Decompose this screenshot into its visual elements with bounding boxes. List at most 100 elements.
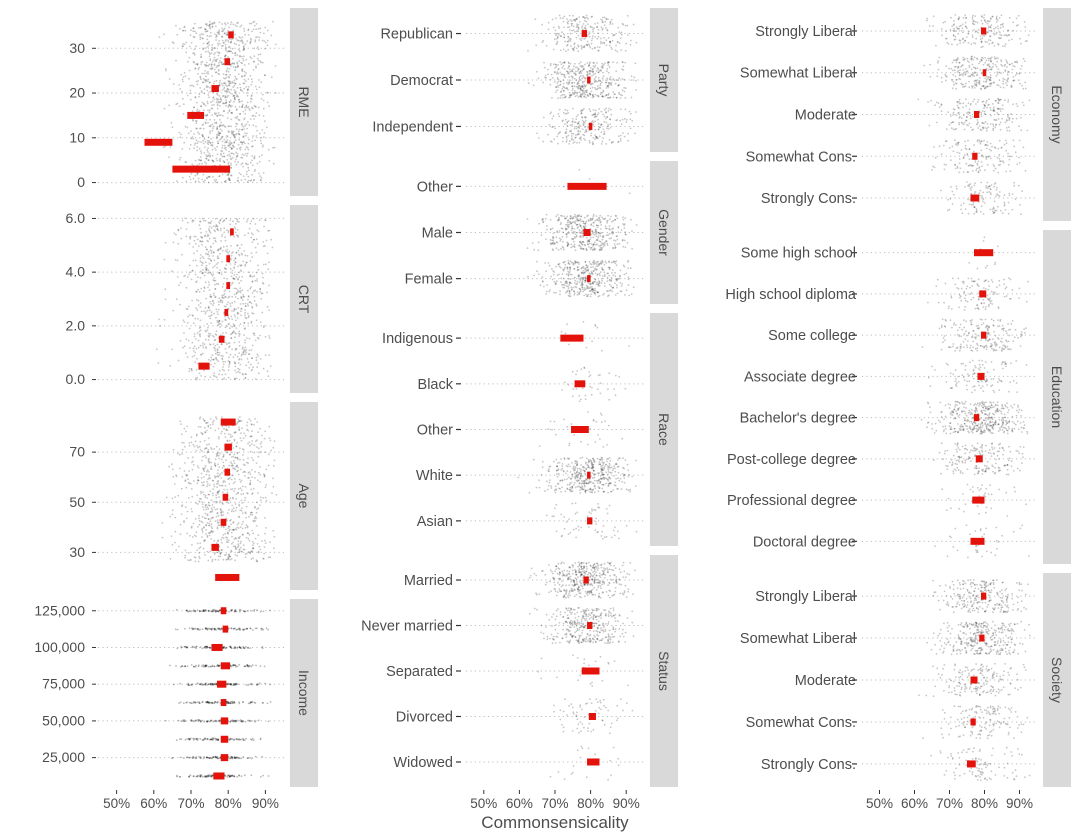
data-point [216, 153, 219, 156]
data-point [591, 141, 594, 144]
data-point [202, 346, 205, 349]
data-point [224, 775, 227, 778]
data-point [564, 118, 567, 121]
data-point [196, 542, 199, 545]
data-point [249, 552, 252, 555]
data-point [179, 701, 182, 704]
data-point [231, 504, 234, 507]
data-point [237, 719, 240, 722]
data-point [224, 341, 227, 344]
data-point [261, 311, 264, 314]
data-point [222, 28, 225, 31]
data-point [241, 36, 244, 39]
data-point [192, 35, 195, 38]
data-point [196, 172, 199, 175]
data-point [191, 757, 194, 759]
data-point [245, 72, 247, 74]
data-point [171, 126, 174, 129]
data-point [222, 42, 225, 44]
data-point [555, 32, 558, 35]
data-point [228, 362, 231, 365]
data-point [216, 125, 219, 128]
data-point [180, 720, 183, 723]
data-point [214, 333, 217, 336]
data-point [580, 86, 583, 89]
data-point [251, 307, 254, 309]
data-point [272, 446, 275, 449]
data-point [222, 283, 225, 285]
data-point [579, 65, 582, 67]
data-point [223, 377, 226, 380]
data-point [225, 101, 228, 104]
data-point [225, 84, 227, 86]
data-point [173, 232, 176, 235]
data-point [246, 155, 248, 157]
data-point [214, 429, 217, 432]
data-point [233, 79, 236, 82]
data-point [222, 221, 224, 223]
data-point [204, 121, 207, 124]
data-point [256, 291, 259, 293]
data-point [245, 134, 247, 137]
data-point [208, 140, 211, 142]
data-point [210, 448, 213, 450]
data-point [230, 162, 232, 165]
data-point [230, 462, 233, 465]
data-point [201, 244, 204, 246]
data-point [211, 107, 214, 110]
data-point [594, 80, 597, 83]
data-point [202, 47, 204, 50]
data-point [239, 112, 242, 115]
data-point [256, 280, 258, 282]
data-point [252, 68, 255, 71]
data-point [216, 127, 219, 130]
confidence-interval [187, 111, 205, 119]
data-point [246, 181, 249, 183]
data-point [186, 321, 189, 324]
data-point [250, 757, 253, 760]
data-point [605, 70, 608, 73]
data-point [208, 63, 211, 66]
x-tick-label: 70% [177, 796, 204, 811]
data-point [208, 109, 211, 111]
data-point [255, 66, 257, 69]
data-point [230, 21, 233, 24]
data-point [583, 96, 585, 98]
data-point [237, 39, 240, 42]
data-point [206, 38, 209, 41]
data-point [605, 39, 608, 42]
data-point [237, 492, 239, 494]
data-point [580, 39, 583, 42]
data-point [227, 323, 230, 326]
data-point [619, 269, 622, 272]
data-point [244, 475, 246, 477]
data-point [196, 64, 199, 66]
data-point [187, 683, 190, 686]
data-point [253, 20, 256, 23]
data-point [563, 33, 566, 36]
data-point [229, 558, 232, 561]
data-point [209, 231, 212, 234]
data-point [210, 144, 212, 147]
data-point [208, 775, 210, 778]
data-point [218, 59, 221, 62]
data-point [206, 42, 208, 45]
data-point [216, 31, 219, 34]
data-point [206, 720, 209, 722]
data-point [219, 138, 221, 141]
data-point [273, 146, 276, 149]
data-point [260, 292, 263, 295]
data-point [214, 265, 216, 267]
data-point [253, 295, 256, 298]
data-point [209, 132, 211, 135]
y-tick-label: 100,000 [34, 639, 85, 655]
data-point [259, 321, 262, 324]
data-point [576, 142, 578, 144]
data-point [211, 479, 214, 482]
data-point [562, 20, 565, 23]
data-point [201, 450, 203, 453]
data-point [197, 131, 199, 134]
data-point [230, 88, 233, 91]
data-point [204, 78, 207, 81]
data-point [238, 133, 241, 136]
